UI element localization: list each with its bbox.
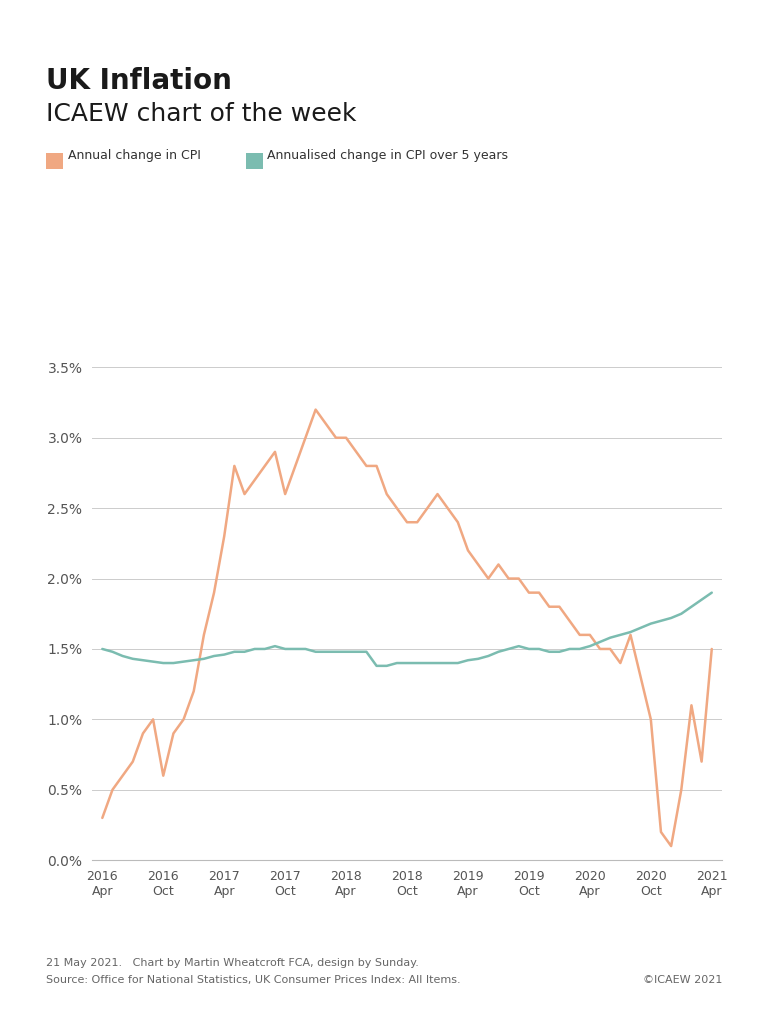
- Text: ICAEW chart of the week: ICAEW chart of the week: [46, 102, 356, 126]
- Text: Annualised change in CPI over 5 years: Annualised change in CPI over 5 years: [267, 150, 508, 162]
- Text: UK Inflation: UK Inflation: [46, 67, 232, 94]
- Text: Annual change in CPI: Annual change in CPI: [68, 150, 200, 162]
- Text: ©ICAEW 2021: ©ICAEW 2021: [643, 975, 722, 985]
- Text: Source: Office for National Statistics, UK Consumer Prices Index: All Items.: Source: Office for National Statistics, …: [46, 975, 461, 985]
- Text: 21 May 2021.   Chart by Martin Wheatcroft FCA, design by Sunday.: 21 May 2021. Chart by Martin Wheatcroft …: [46, 957, 419, 968]
